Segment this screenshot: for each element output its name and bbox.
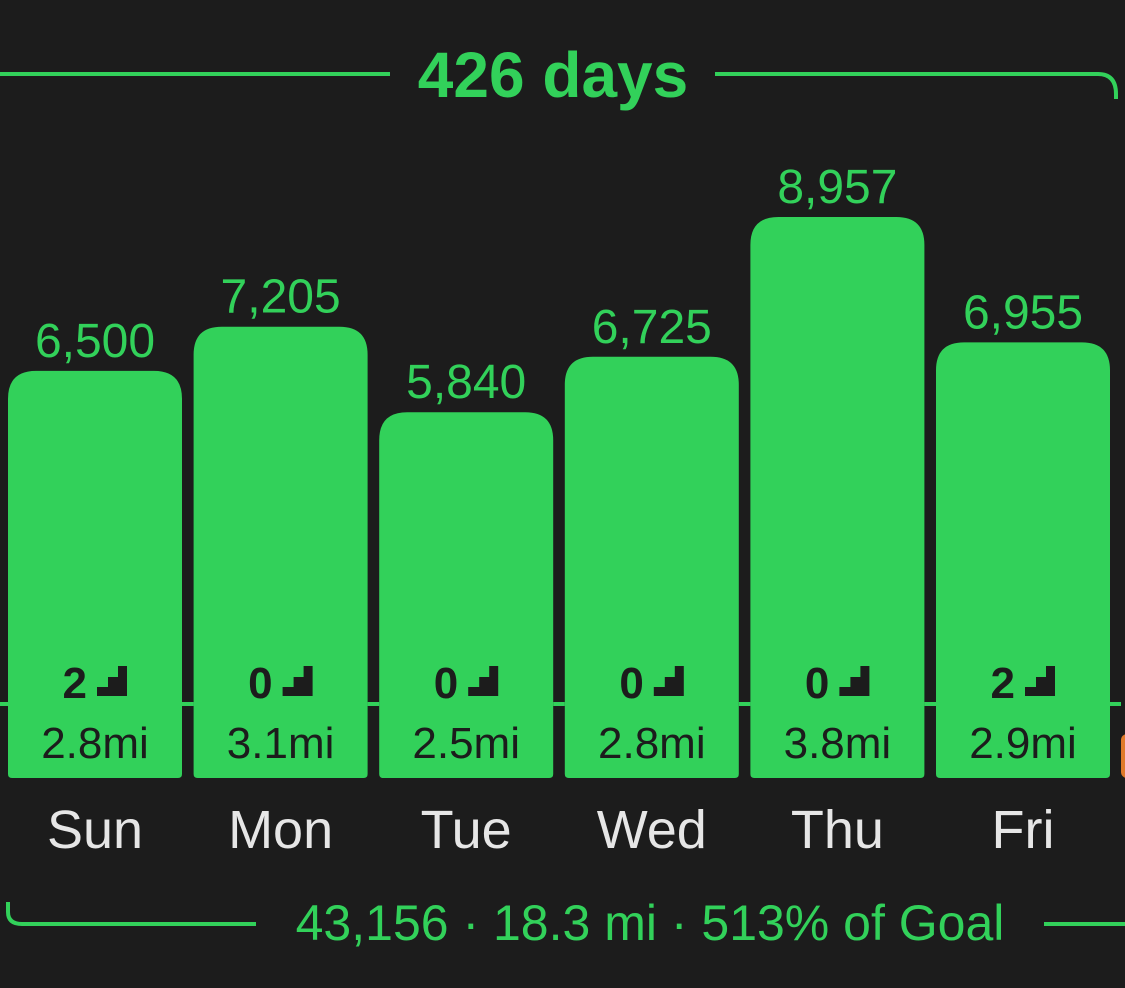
value-label: 5,840 [406,356,526,409]
day-label: Sun [47,800,143,860]
stairs-icon [839,666,870,696]
partial-bar [1121,734,1125,778]
value-label: 8,957 [777,161,897,214]
day-label: Tue [421,800,512,860]
bar-thu [750,217,925,778]
value-label: 6,500 [35,315,155,368]
stairs-icon [653,666,684,696]
day-label: Wed [597,800,707,860]
floors-label: 0 [805,659,829,708]
value-label: 7,205 [221,271,341,324]
streak-bracket-right [715,72,1118,99]
day-label: Thu [791,800,884,860]
floors-label: 0 [248,659,272,708]
floors-label: 2 [63,659,87,708]
distance-label: 2.8mi [41,719,149,768]
floors-label: 0 [619,659,643,708]
distance-label: 2.9mi [969,719,1077,768]
bar-tue [379,412,554,778]
stairs-icon [468,666,499,696]
distance-label: 2.8mi [598,719,706,768]
streak-label: 426 days [418,39,688,111]
summary-label: 43,156 · 18.3 mi · 513% of Goal [296,895,1005,951]
floors-label: 2 [991,659,1015,708]
bar-mon [193,326,368,778]
stairs-icon [1025,666,1055,696]
bar-wed [564,356,739,778]
day-label: Mon [228,800,333,860]
value-label: 6,955 [963,286,1083,339]
floors-label: 0 [434,659,458,708]
day-label: Fri [992,800,1055,860]
bars-group: 6,500 2 2.8mi Sun 7,205 0 3.1mi Mon 5,840 0 2.5mi T… [8,161,1110,860]
stairs-icon [282,666,313,696]
summary-bracket-left [6,902,256,926]
bar-sun [8,370,182,778]
value-label: 6,725 [592,301,712,354]
stairs-icon [97,666,127,696]
bar-fri [936,342,1110,778]
distance-label: 3.8mi [784,719,892,768]
distance-label: 2.5mi [412,719,520,768]
distance-label: 3.1mi [227,719,335,768]
